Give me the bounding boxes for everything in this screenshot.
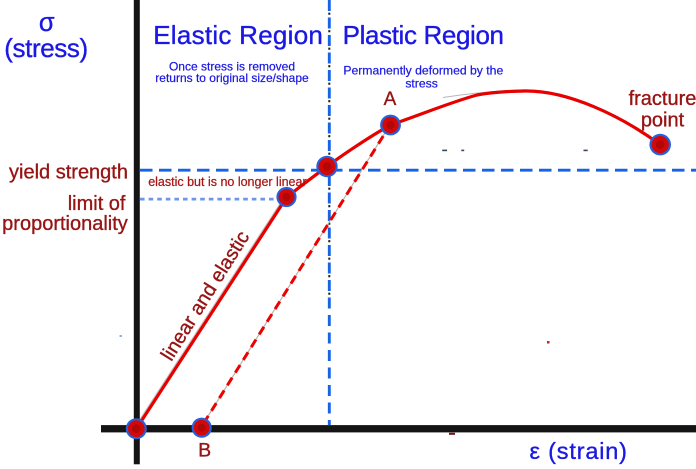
svg-text:fracture: fracture [629, 88, 696, 110]
svg-text:yield strength: yield strength [9, 161, 128, 183]
svg-text:Once stress is removed: Once stress is removed [169, 60, 295, 74]
svg-text:(stress): (stress) [4, 33, 88, 63]
svg-text:Plastic Region: Plastic Region [343, 20, 504, 50]
svg-text:elastic but is no longer linea: elastic but is no longer linear [148, 175, 306, 189]
svg-text:linear and elastic: linear and elastic [157, 227, 254, 365]
svg-text:limit of: limit of [68, 193, 126, 215]
svg-text:Elastic Region: Elastic Region [153, 20, 323, 50]
svg-text:proportionality: proportionality [2, 213, 128, 235]
svg-text:point: point [641, 109, 685, 131]
svg-text:returns to original size/shape: returns to original size/shape [155, 71, 309, 85]
svg-text:ε (strain): ε (strain) [530, 438, 628, 464]
svg-text:stress: stress [405, 77, 438, 91]
svg-text:A: A [384, 89, 397, 110]
svg-text:σ: σ [39, 9, 55, 37]
svg-text:Permanently deformed by the: Permanently deformed by the [343, 63, 503, 77]
svg-text:B: B [198, 439, 211, 461]
